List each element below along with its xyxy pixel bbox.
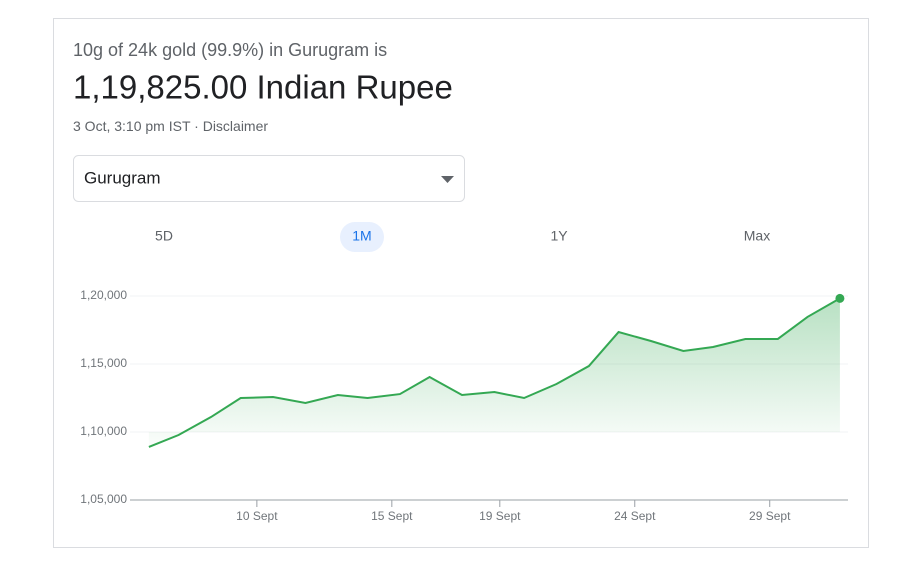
range-button[interactable]: Max xyxy=(744,228,770,244)
disclaimer[interactable]: Disclaimer xyxy=(203,118,269,134)
price: 1,19,825.00 Indian Rupee xyxy=(73,69,453,106)
range-button[interactable]: 1Y xyxy=(550,228,568,244)
dropdown-value: Gurugram xyxy=(84,168,161,187)
price-line xyxy=(148,297,841,448)
area xyxy=(148,298,840,447)
x-tick-label: 24 Sept xyxy=(614,509,656,523)
time: 3 Oct, 3:10 pm IST xyxy=(73,118,191,134)
x-tick-label: 19 Sept xyxy=(479,509,521,523)
x-tick-label: 10 Sept xyxy=(236,509,278,523)
x-tick-label: 15 Sept xyxy=(371,509,413,523)
separator: · xyxy=(194,118,199,134)
range-button[interactable]: 5D xyxy=(155,228,173,244)
subtitle: 10g of 24k gold (99.9%) in Gurugram is xyxy=(73,40,387,60)
y-tick-label: 1,10,000 xyxy=(80,424,127,438)
range-selected-bg xyxy=(340,222,384,252)
range-button[interactable]: 1M xyxy=(352,228,371,244)
y-tick-label: 1,05,000 xyxy=(80,492,127,506)
y-tick-label: 1,15,000 xyxy=(80,356,127,370)
card xyxy=(53,18,869,548)
dropdown[interactable] xyxy=(73,155,465,202)
y-tick-label: 1,20,000 xyxy=(80,288,127,302)
last-point xyxy=(835,293,845,303)
timestamp: 3 Oct, 3:10 pm IST · Disclaimer xyxy=(73,118,268,134)
x-tick-label: 29 Sept xyxy=(749,509,791,523)
dropdown-arrow xyxy=(441,176,454,183)
